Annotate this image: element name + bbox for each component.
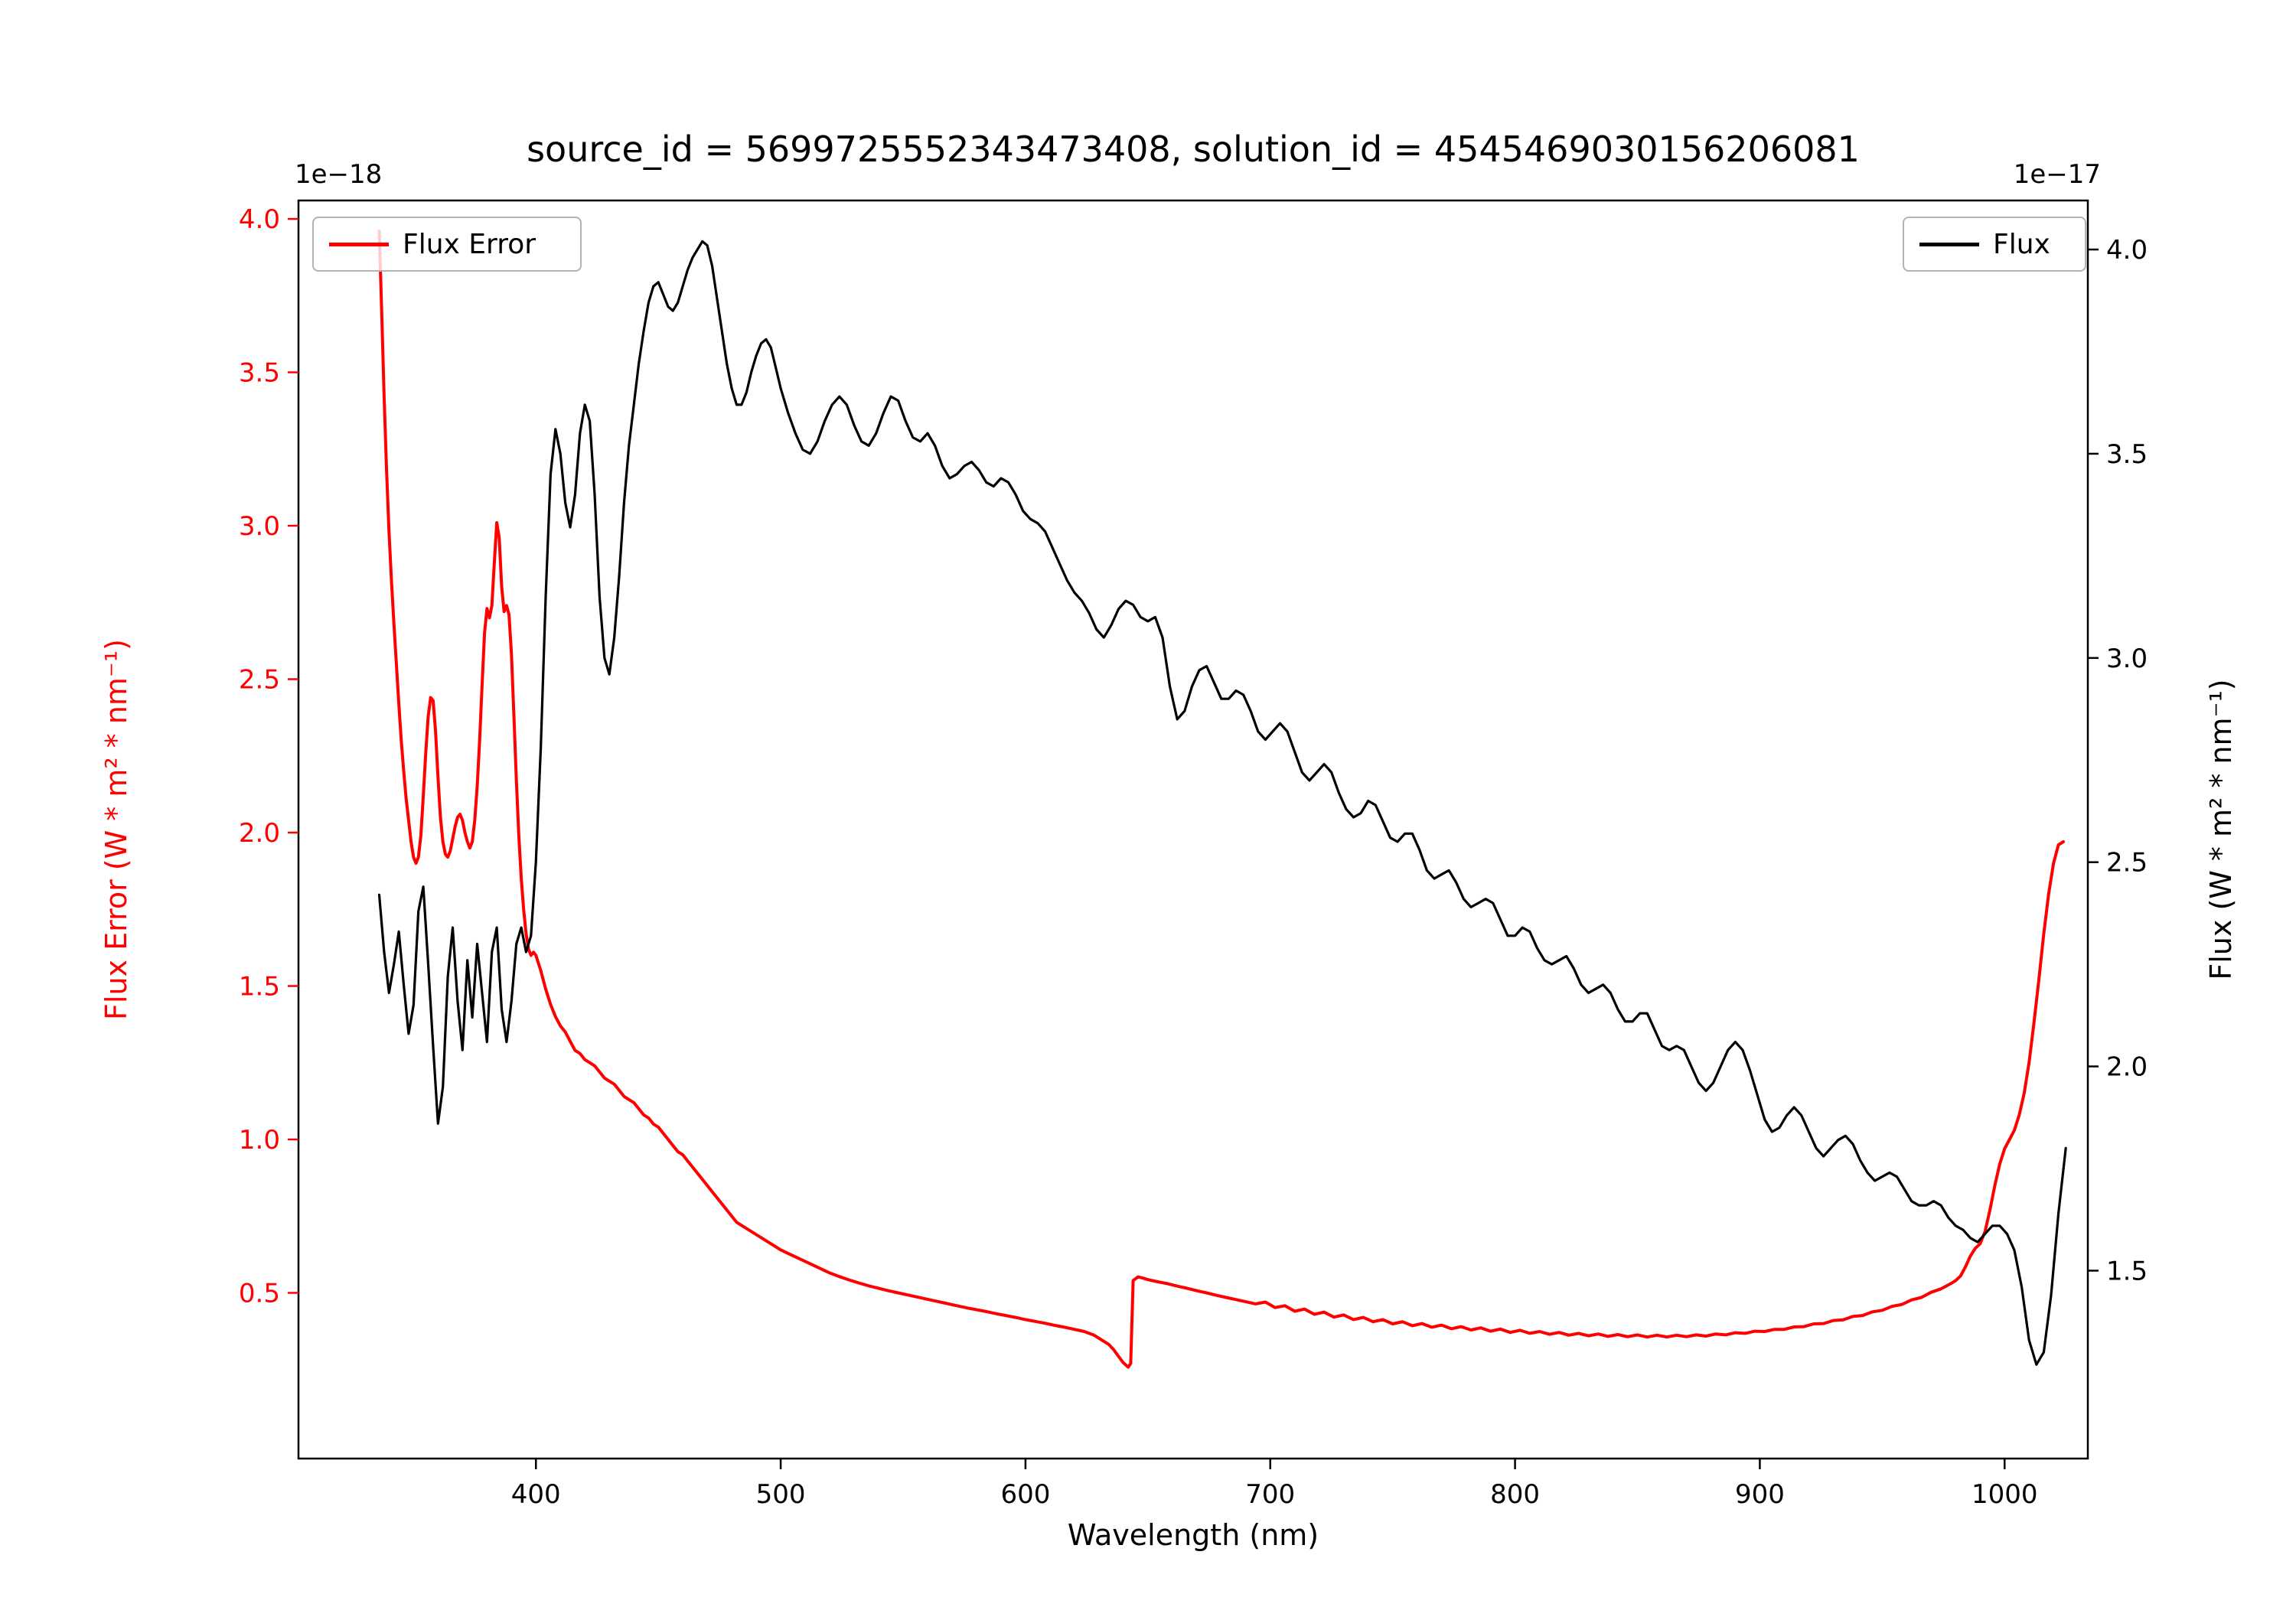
axes-spines: [297, 199, 2089, 1460]
left-y-tick-label: 3.0: [239, 511, 280, 542]
x-tick-label: 700: [1245, 1479, 1295, 1510]
left-axis-offset-text: 1e−18: [295, 159, 383, 190]
right-y-tick-label: 3.5: [2106, 439, 2148, 470]
left-y-tick-label: 3.5: [239, 358, 280, 389]
x-tick-label: 800: [1490, 1479, 1540, 1510]
flux-line: [377, 240, 2067, 1366]
right-y-tick-label: 3.0: [2106, 644, 2148, 674]
left-y-tick-label: 4.0: [239, 204, 280, 235]
left-y-tick-label: 0.5: [239, 1278, 280, 1309]
x-tick-label: 1000: [1971, 1479, 2038, 1510]
flux-error-line: [377, 230, 2065, 1369]
figure-title: source_id = 5699725552343473408, solutio…: [527, 129, 1860, 170]
flux-error-line-swatch: [329, 242, 389, 246]
legend-flux-label: Flux: [1993, 228, 2050, 260]
x-tick-label: 900: [1735, 1479, 1785, 1510]
left-y-axis-label: Flux Error (W * m² * nm⁻¹): [99, 639, 133, 1020]
right-y-axis-label: Flux (W * m² * nm⁻¹): [2204, 679, 2238, 980]
left-y-tick-label: 2.5: [239, 665, 280, 696]
x-axis-label: Wavelength (nm): [1067, 1518, 1319, 1552]
left-y-tick-label: 2.0: [239, 818, 280, 849]
right-y-tick-label: 4.0: [2106, 235, 2148, 266]
x-tick-label: 600: [1000, 1479, 1050, 1510]
right-y-tick-label: 1.5: [2106, 1256, 2148, 1286]
legend-flux-error: Flux Error: [312, 217, 582, 272]
legend-flux-error-label: Flux Error: [403, 228, 536, 260]
left-y-tick-label: 1.0: [239, 1125, 280, 1156]
right-axis-offset-text: 1e−17: [2013, 159, 2101, 190]
legend-flux: Flux: [1903, 217, 2086, 272]
x-tick-label: 400: [511, 1479, 561, 1510]
right-y-tick-label: 2.0: [2106, 1052, 2148, 1083]
flux-line-swatch: [1919, 242, 1979, 246]
x-tick-label: 500: [756, 1479, 806, 1510]
left-y-tick-label: 1.5: [239, 971, 280, 1002]
right-y-tick-label: 2.5: [2106, 848, 2148, 878]
